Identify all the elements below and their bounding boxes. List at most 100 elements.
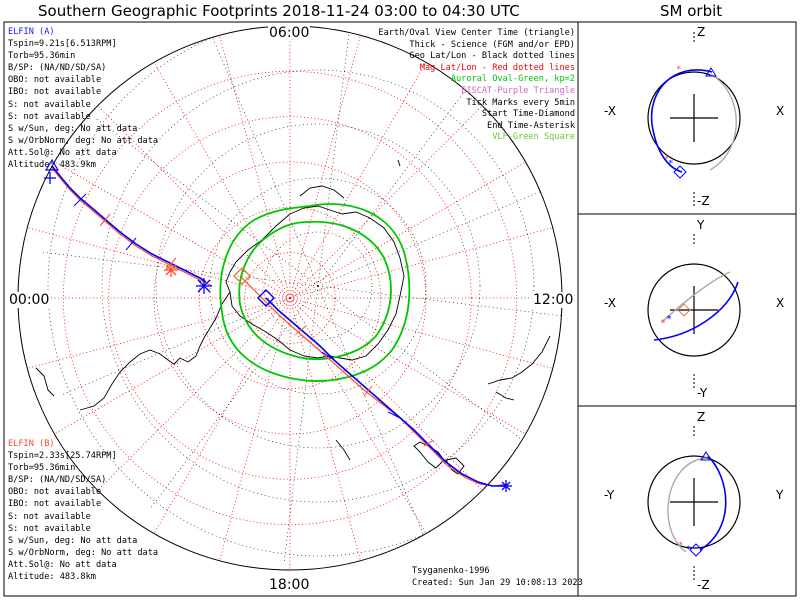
probe-b-start-diamond — [233, 267, 251, 285]
probe-b-line: IBO: not available — [8, 499, 102, 510]
mag-lat-circle — [62, 70, 518, 526]
orbit2-left-label: -X — [604, 296, 616, 310]
probe-b-end-asterisk — [164, 263, 178, 277]
orbit3-right-label: Y — [776, 488, 784, 502]
satellite-tracks — [44, 158, 512, 492]
probe-a-line: S: not available — [8, 111, 91, 122]
probe-a-line: S: not available — [8, 99, 91, 110]
probe-a-ticks — [73, 193, 401, 419]
probe-a-line: B/SP: (NA/ND/SD/SA) — [8, 63, 107, 74]
figure-title: Southern Geographic Footprints 2018-11-2… — [38, 2, 520, 20]
auroral-oval-inner — [238, 220, 392, 360]
probe-a-line: S w/Sun, deg: No att data — [8, 123, 138, 134]
orbit1-left-label: -X — [604, 104, 616, 118]
mag-lat-circle — [153, 161, 427, 435]
svg-text:*: * — [676, 65, 681, 75]
probe-b-line: S w/Sun, deg: No att data — [8, 535, 138, 546]
mag-lon-line — [153, 297, 291, 534]
probe-b-line: S w/OrbNorm, deg: No att data — [8, 547, 159, 558]
orbit1-bottom-label: -Z — [697, 194, 710, 208]
credit: Tsyganenko-1996 Created: Sun Jan 29 10:0… — [412, 565, 583, 589]
mag-lon-line — [54, 161, 291, 299]
geo-lat-circle — [263, 231, 373, 341]
probe-b-line: Att.Sol@: No att data — [8, 559, 117, 570]
legend-entry: Geo Lat/Lon - Black dotted lines — [409, 51, 575, 62]
legend: Earth/Oval View Center Time (triangle) Th… — [378, 28, 575, 144]
probe-a-line: Altitude: 483.9km — [8, 160, 96, 171]
orbit1-top-label: Z — [697, 25, 706, 39]
mag-lon-line — [153, 62, 291, 299]
antarctica-coast — [225, 205, 405, 361]
probe-b-name: ELFIN (B) — [8, 439, 55, 449]
time-label-top: 06:00 — [268, 25, 311, 41]
geo-lon-line — [317, 285, 428, 544]
svg-text:*: * — [668, 159, 673, 169]
legend-entry: Earth/Oval View Center Time (triangle) — [378, 28, 575, 38]
probe-b-line: S: not available — [8, 511, 91, 522]
probe-b-info: ELFIN (B) Tspin=2.33s[25.74RPM] Torb=95.… — [8, 438, 158, 583]
mag-lat-circle — [108, 116, 472, 480]
mag-lon-line — [289, 161, 526, 299]
probe-b-track-east — [239, 275, 509, 487]
svg-text:*: * — [686, 545, 691, 555]
orbit-frame — [577, 21, 797, 597]
orbit2-top-label: Y — [697, 218, 705, 232]
earth-circle-yz — [647, 455, 741, 549]
mag-lon-line — [289, 227, 553, 299]
geo-lon-line — [208, 28, 319, 287]
probe-b-line: Tspin=2.33s[25.74RPM] — [8, 451, 117, 462]
orbit1-right-label: X — [776, 104, 785, 118]
auroral-ovals — [219, 203, 411, 382]
probe-b-track-west — [51, 167, 213, 287]
geo-lon-line — [317, 285, 542, 455]
orbit-panel-yz: * * — [647, 426, 741, 580]
probe-a-info: ELFIN (A) Tspin=9.21s[6.513RPM] Torb=95.… — [8, 26, 158, 171]
orbit3-bottom-label: -Z — [697, 578, 710, 592]
legend-entry: End Time-Asterisk — [487, 120, 575, 131]
probe-b-line: Torb=95.36min — [8, 463, 76, 474]
ross-coast — [299, 185, 345, 199]
legend-entry: Mag Lat/Lon - Red dotted lines — [419, 62, 575, 73]
australia-coast — [487, 335, 551, 385]
probe-a-line: S w/OrbNorm, deg: No att data — [8, 135, 159, 146]
time-label-right: 12:00 — [532, 292, 575, 308]
orbit-panel-xy: * * — [647, 234, 741, 388]
geo-grid — [40, 26, 562, 564]
probe-a-start-diamond — [257, 289, 275, 307]
geo-lat-circle — [101, 69, 535, 503]
coastlines — [35, 159, 551, 475]
mag-lon-line — [54, 297, 291, 435]
orbit2-bottom-label: -Y — [697, 386, 708, 400]
africa-coast-tip — [35, 367, 55, 397]
geo-lon-line — [149, 285, 319, 510]
svg-text:*: * — [678, 541, 683, 551]
mag-lon-line — [219, 35, 291, 299]
probe-a-track-east — [265, 297, 506, 487]
mag-grid — [18, 26, 562, 570]
legend-entry: Thick - Science (FGM and/or EPD) — [409, 39, 575, 50]
svg-text:*: * — [660, 318, 666, 329]
credit-model: Tsyganenko-1996 — [412, 566, 490, 576]
probe-b-ticks — [99, 213, 435, 447]
mag-lon-line — [289, 297, 427, 534]
mag-lat-circle — [198, 206, 382, 390]
mag-lat-circle — [244, 252, 336, 344]
probe-a-line: Torb=95.36min — [8, 51, 76, 62]
probe-a-line: Tspin=9.21s[6.513RPM] — [8, 39, 117, 50]
credit-created: Created: Sun Jan 29 10:08:13 2023 — [412, 578, 583, 588]
time-label-left: 00:00 — [8, 292, 51, 308]
orbit3-top-label: Z — [697, 410, 706, 424]
probe-b-line: S: not available — [8, 523, 91, 534]
legend-entry: Start Time-Diamond — [481, 109, 575, 120]
probe-a-end-asterisk — [44, 172, 512, 492]
probe-b-line: OBO: not available — [8, 487, 102, 498]
geo-lon-line — [317, 26, 353, 287]
geo-lon-line — [283, 285, 319, 564]
probe-b-line: Altitude: 483.8km — [8, 572, 96, 583]
probe-b-line: B/SP: (NA/ND/SD/SA) — [8, 475, 107, 486]
earth-circle-xy — [647, 263, 741, 357]
probe-a-line: IBO: not available — [8, 87, 102, 98]
probe-a-line: Att.Sol@: No att data — [8, 147, 117, 158]
auroral-oval-outer — [219, 203, 411, 382]
